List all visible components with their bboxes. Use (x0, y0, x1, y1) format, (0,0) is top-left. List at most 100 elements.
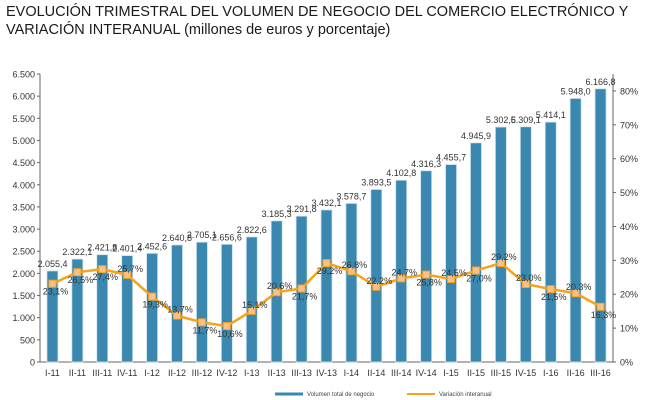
line-point (546, 285, 555, 294)
line-point (596, 302, 605, 311)
line-label: 24,7% (391, 267, 417, 277)
bar-label: 2.452,6 (137, 241, 167, 251)
bar (494, 126, 507, 363)
bar (146, 252, 159, 363)
bar (121, 255, 134, 363)
bar-label: 3.291,8 (287, 204, 317, 214)
bar-label: 5.302,6 (486, 115, 516, 125)
x-tick-label: IV-12 (216, 368, 237, 378)
x-tick-label: IV-15 (515, 368, 536, 378)
left-tick-label: 4.000 (12, 180, 35, 190)
x-tick-label: II-11 (69, 368, 86, 378)
line-label: 25,8% (416, 278, 442, 288)
x-tick-label: I-14 (344, 368, 360, 378)
bar-label: 5.948,0 (561, 86, 591, 96)
bar (196, 241, 208, 363)
bar (470, 142, 482, 363)
line-label: 23,1% (43, 287, 69, 297)
left-tick-label: 1.000 (12, 313, 35, 323)
bar-label: 2.401,4 (112, 244, 142, 254)
bar-label: 3.185,3 (262, 209, 292, 219)
line-label: 22,2% (367, 276, 393, 286)
line-point (123, 270, 132, 279)
left-tick-label: 0 (30, 358, 35, 368)
x-tick-label: III-15 (491, 368, 512, 378)
bar-label: 2.055,4 (37, 259, 67, 269)
bar (519, 126, 532, 363)
bar (370, 189, 383, 363)
line-point (222, 322, 231, 331)
line-label: 21,5% (541, 292, 567, 302)
bar (420, 170, 433, 363)
x-tick-label: II-13 (268, 368, 286, 378)
bar-label: 3.578,7 (336, 191, 366, 201)
line-label: 24,5% (441, 268, 467, 278)
left-tick-label: 2.000 (12, 269, 35, 279)
bar-label: 2.822,6 (237, 225, 267, 235)
line-label: 10,6% (217, 329, 243, 339)
x-tick-label: II-15 (467, 368, 485, 378)
x-tick-label: IV-11 (117, 368, 137, 378)
line-label: 15,1% (242, 300, 268, 310)
bar (345, 203, 358, 363)
bar (171, 244, 183, 363)
line-point (571, 289, 580, 298)
line-point (372, 282, 381, 291)
bar-label: 4.316,3 (411, 159, 441, 169)
line-label: 16,3% (591, 310, 617, 320)
line-point (322, 259, 331, 268)
bar-label: 2.656,6 (212, 232, 242, 242)
bar-label: 6.166,8 (586, 77, 616, 87)
right-tick-label: 80% (620, 86, 638, 96)
bar-label: 4.455,7 (436, 153, 466, 163)
x-tick-label: III-12 (192, 368, 213, 378)
line-point (272, 288, 281, 297)
right-tick-label: 0% (620, 358, 633, 368)
line-point (471, 266, 480, 275)
x-tick-label: II-12 (168, 368, 186, 378)
bar (96, 254, 109, 363)
bar (71, 258, 84, 363)
line-point (297, 284, 306, 293)
x-tick-label: I-16 (543, 368, 559, 378)
x-tick-label: I-11 (45, 368, 60, 378)
x-tick-label: I-15 (443, 368, 459, 378)
left-tick-label: 3.000 (12, 225, 35, 235)
x-tick-label: III-13 (291, 368, 312, 378)
bar (445, 164, 457, 363)
x-tick-label: III-14 (391, 368, 412, 378)
line-point (197, 318, 206, 327)
right-tick-label: 70% (620, 120, 638, 130)
line-label: 29,2% (491, 252, 517, 262)
left-tick-label: 5.000 (12, 136, 35, 146)
right-tick-label: 30% (620, 256, 638, 266)
line-label: 29,2% (317, 266, 343, 276)
line-point (148, 292, 157, 301)
left-tick-label: 5.500 (12, 114, 35, 124)
x-tick-label: III-16 (590, 368, 611, 378)
line-point (447, 274, 456, 283)
line-label: 27,0% (466, 274, 492, 284)
bar-label: 2.421,8 (87, 243, 117, 253)
bar-label: 3.432,1 (311, 198, 341, 208)
bar (395, 179, 408, 363)
line-point (247, 306, 256, 315)
bar (46, 270, 59, 363)
line-label: 20,6% (267, 281, 293, 291)
chart-title: EVOLUCIÓN TRIMESTRAL DEL VOLUMEN DE NEGO… (6, 4, 629, 38)
right-tick-label: 60% (620, 154, 638, 164)
left-tick-label: 2.500 (12, 247, 35, 257)
x-tick-label: IV-14 (416, 368, 437, 378)
x-tick-label: III-11 (92, 368, 112, 378)
line-point (73, 268, 82, 277)
line-point (397, 274, 406, 283)
line-label: 21,7% (292, 291, 318, 301)
bar-label: 3.893,5 (361, 177, 391, 187)
line-label: 25,7% (117, 264, 143, 274)
legend-bar-label: Volumen total de negocio (307, 392, 375, 398)
line-label: 26,8% (342, 260, 368, 270)
x-tick-label: I-13 (244, 368, 260, 378)
left-tick-label: 4.500 (12, 158, 35, 168)
x-tick-label: I-12 (144, 368, 160, 378)
